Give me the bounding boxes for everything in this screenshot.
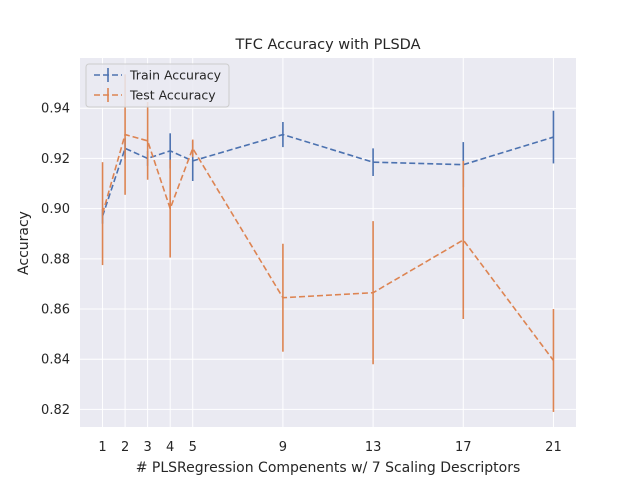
y-tick-label: 0.88: [41, 252, 70, 267]
plot-area: [80, 58, 576, 427]
y-tick-label: 0.82: [41, 403, 70, 418]
x-tick-label: 9: [279, 440, 287, 455]
x-tick-labels: 1 2 3 4 5 9 13 17 21: [98, 440, 561, 455]
x-tick-label: 5: [189, 440, 197, 455]
test-accuracy-legend-label: Test Accuracy: [129, 88, 216, 103]
test-accuracy-line: [101, 133, 555, 361]
y-tick-label: 0.90: [41, 202, 70, 217]
train-accuracy-line: [101, 133, 554, 217]
x-tick-label: 3: [143, 440, 151, 455]
chart-title: TFC Accuracy with PLSDA: [235, 37, 421, 53]
x-axis-label: # PLSRegression Compenents w/ 7 Scaling …: [136, 460, 521, 476]
x-tick-label: 4: [166, 440, 174, 455]
x-tick-label: 13: [365, 440, 382, 455]
x-tick-label: 2: [121, 440, 129, 455]
y-tick-label: 0.94: [41, 102, 70, 117]
y-tick-label: 0.84: [41, 353, 70, 368]
y-axis-label: Accuracy: [16, 211, 32, 275]
x-tick-label: 1: [98, 440, 106, 455]
x-tick-label: 21: [545, 440, 562, 455]
y-tick-labels: 0.82 0.84 0.86 0.88 0.90 0.92 0.94: [41, 102, 70, 418]
legend: Train Accuracy Test Accuracy: [85, 63, 230, 108]
x-tick-label: 17: [455, 440, 472, 455]
train-accuracy-legend-label: Train Accuracy: [129, 68, 222, 83]
y-tick-label: 0.92: [41, 152, 70, 167]
y-gridlines: [80, 107, 576, 410]
y-tick-label: 0.86: [41, 303, 70, 318]
